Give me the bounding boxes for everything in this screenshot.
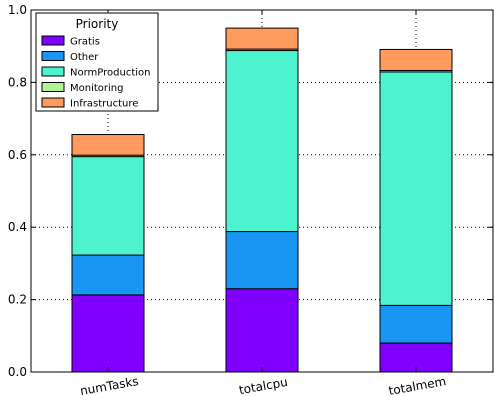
bar-segment-other bbox=[379, 304, 453, 344]
bar-segment-infrastructure bbox=[225, 27, 299, 50]
bar-segment-gratis bbox=[225, 288, 299, 373]
y-tick-label: 0.2 bbox=[8, 293, 27, 307]
legend-swatch-infrastructure bbox=[41, 97, 65, 108]
legend-box bbox=[35, 12, 159, 112]
bar-segment-infrastructure bbox=[71, 134, 145, 156]
bar-segment-other bbox=[225, 231, 299, 290]
legend-swatch-monitoring bbox=[41, 82, 65, 92]
legend-swatch-normproduction bbox=[41, 66, 65, 77]
legend-title: Priority bbox=[76, 17, 119, 31]
y-tick-label: 0.6 bbox=[8, 148, 27, 162]
bar-segment-other bbox=[71, 254, 145, 296]
bar-segment-infrastructure bbox=[379, 48, 453, 71]
legend-label-monitoring: Monitoring bbox=[70, 83, 123, 94]
bar-segment-normproduction bbox=[225, 50, 299, 233]
bar-segment-gratis bbox=[71, 294, 145, 373]
bar-segment-normproduction bbox=[71, 156, 145, 256]
legend-label-other: Other bbox=[70, 52, 99, 63]
y-tick-label: 0.0 bbox=[8, 365, 27, 379]
legend-swatch-other bbox=[41, 51, 65, 61]
y-tick-label: 0.4 bbox=[8, 220, 27, 234]
x-tick-label: totalmem bbox=[387, 374, 447, 396]
legend: Priority Gratis Other NormProduction Monito… bbox=[35, 12, 159, 112]
bar-segment-normproduction bbox=[379, 71, 453, 306]
y-tick-label: 0.8 bbox=[8, 75, 27, 89]
x-tick-label: totalcpu bbox=[238, 375, 289, 396]
legend-label-gratis: Gratis bbox=[70, 37, 100, 48]
legend-swatch-gratis bbox=[41, 35, 65, 46]
y-tick-label: 1.0 bbox=[8, 3, 27, 17]
legend-label-infrastructure: Infrastructure bbox=[70, 99, 138, 110]
legend-label-normproduction: NormProduction bbox=[70, 68, 150, 79]
bars bbox=[71, 27, 453, 373]
x-tick-label: numTasks bbox=[79, 374, 140, 396]
